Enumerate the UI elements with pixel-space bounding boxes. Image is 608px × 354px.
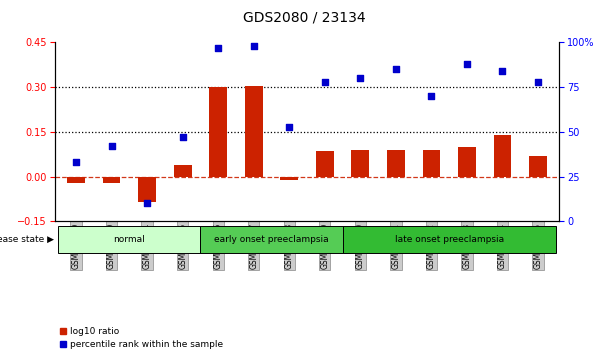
Bar	[103, 177, 120, 183]
Bar	[67, 177, 85, 183]
Text: late onset preeclampsia: late onset preeclampsia	[395, 235, 504, 244]
Bar	[387, 150, 405, 177]
Point	[320, 79, 330, 85]
Text: disease state ▶: disease state ▶	[0, 235, 54, 244]
Point	[391, 67, 401, 72]
Bar	[245, 86, 263, 177]
Bar	[138, 177, 156, 202]
Point	[142, 200, 152, 206]
Text: early onset preeclampsia: early onset preeclampsia	[214, 235, 329, 244]
Point	[533, 79, 543, 85]
Point	[462, 61, 472, 67]
Bar	[174, 165, 192, 177]
Bar	[458, 147, 476, 177]
Point	[107, 143, 117, 149]
Legend: log10 ratio, percentile rank within the sample: log10 ratio, percentile rank within the …	[59, 327, 223, 349]
Point	[213, 45, 223, 51]
Point	[249, 43, 258, 49]
Bar	[351, 150, 369, 177]
Bar	[209, 87, 227, 177]
Point	[178, 135, 187, 140]
Bar	[280, 177, 298, 179]
Bar	[423, 150, 440, 177]
Text: normal: normal	[114, 235, 145, 244]
Bar	[342, 226, 556, 253]
Bar	[201, 226, 342, 253]
Bar	[58, 226, 201, 253]
Point	[285, 124, 294, 129]
Point	[356, 75, 365, 81]
Bar	[529, 156, 547, 177]
Point	[497, 68, 507, 74]
Bar	[494, 135, 511, 177]
Bar	[316, 151, 334, 177]
Point	[71, 159, 81, 165]
Point	[427, 93, 437, 99]
Text: GDS2080 / 23134: GDS2080 / 23134	[243, 11, 365, 25]
